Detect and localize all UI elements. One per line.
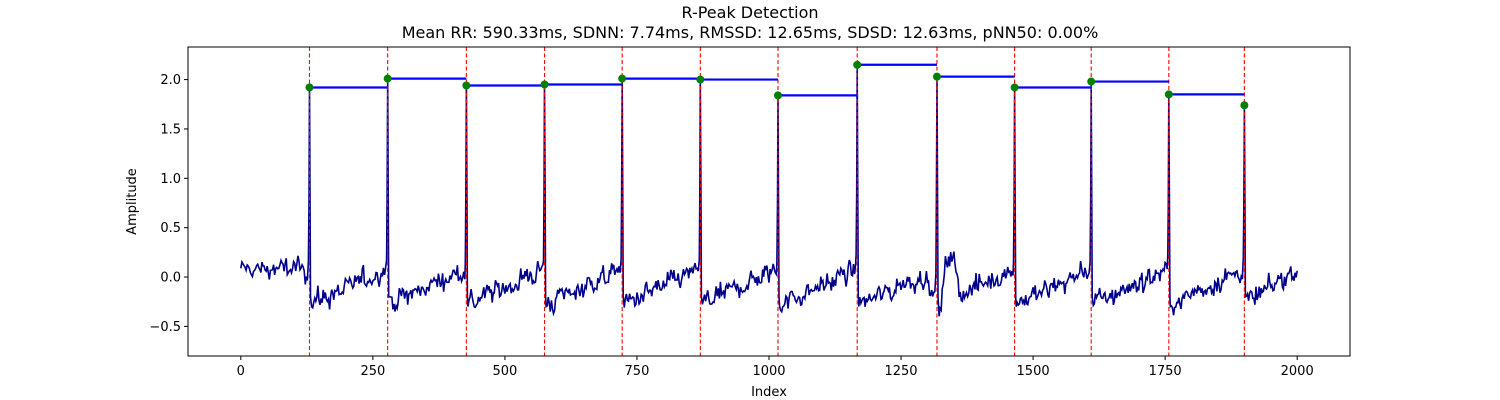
- y-tick-label: 1.0: [160, 172, 181, 187]
- r-peak-point: [1087, 77, 1096, 86]
- r-peak-point: [932, 72, 941, 81]
- x-tick-label: 750: [625, 364, 650, 379]
- chart-subtitle: Mean RR: 590.33ms, SDNN: 7.74ms, RMSSD: …: [401, 23, 1099, 42]
- r-peak-point: [540, 80, 549, 89]
- r-peak-point: [383, 74, 392, 83]
- r-peak-point: [1164, 90, 1173, 99]
- y-tick-label: 1.5: [160, 122, 181, 137]
- ecg-signal-line: [240, 64, 1298, 317]
- x-tick-label: 250: [360, 364, 385, 379]
- y-axis-label: Amplitude: [125, 168, 140, 235]
- r-peak-point: [773, 91, 782, 100]
- x-tick-label: 1750: [1149, 364, 1182, 379]
- y-tick-label: 0.5: [160, 221, 181, 236]
- r-peak-point: [618, 74, 627, 83]
- r-peak-point: [1010, 83, 1019, 92]
- y-tick-label: 2.0: [160, 73, 181, 88]
- y-tick-label: 0.0: [160, 271, 181, 286]
- r-peak-point: [853, 60, 862, 69]
- x-tick-label: 500: [492, 364, 517, 379]
- x-tick-label: 2000: [1281, 364, 1314, 379]
- r-peak-point: [305, 83, 314, 92]
- y-tick-label: −0.5: [149, 320, 181, 335]
- x-tick-label: 1000: [752, 364, 785, 379]
- r-peak-point: [1240, 101, 1249, 110]
- x-axis-label: Index: [751, 385, 787, 400]
- chart-title: R-Peak Detection: [681, 3, 819, 22]
- x-tick-label: 1500: [1017, 364, 1050, 379]
- r-peak-point: [462, 81, 471, 90]
- x-tick-label: 1250: [884, 364, 917, 379]
- r-peak-point: [696, 75, 705, 84]
- x-tick-label: 0: [237, 364, 245, 379]
